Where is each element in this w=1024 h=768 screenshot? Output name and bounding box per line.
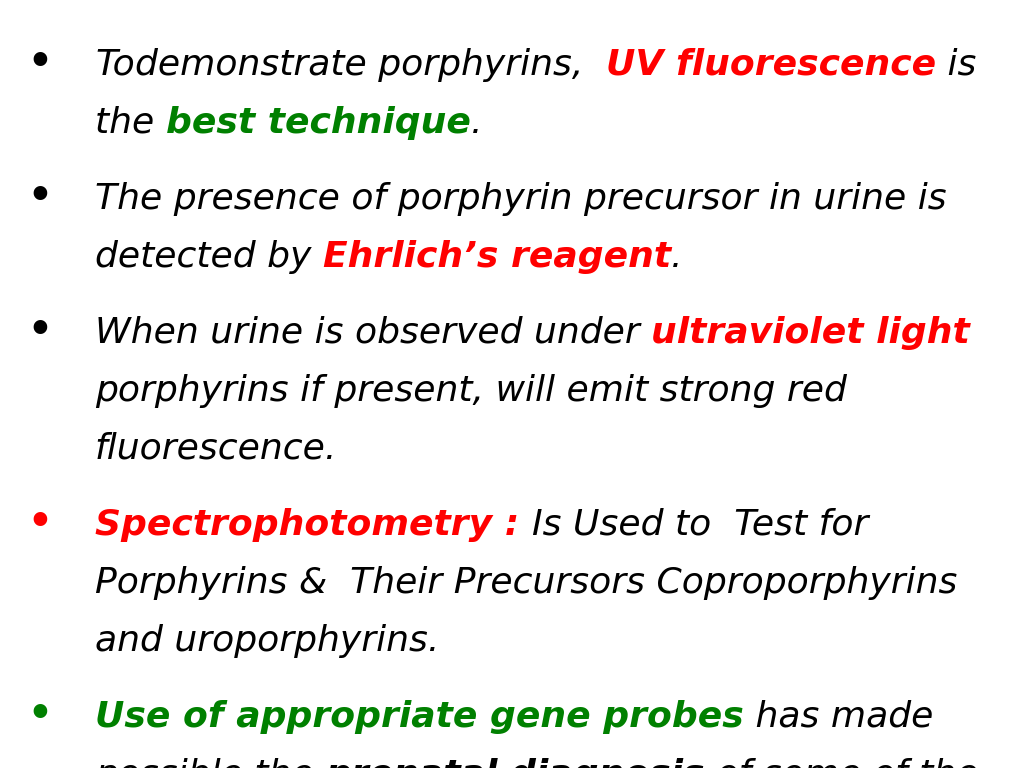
Text: Spectrophotometry :: Spectrophotometry : (95, 508, 531, 541)
Text: Is Used to  Test for: Is Used to Test for (531, 508, 868, 541)
Text: .: . (471, 106, 482, 140)
Text: •: • (28, 177, 52, 215)
Text: has made: has made (743, 700, 933, 733)
Text: porphyrins if present, will emit strong red: porphyrins if present, will emit strong … (95, 374, 847, 408)
Text: possible the: possible the (95, 758, 326, 768)
Text: detected by: detected by (95, 240, 323, 274)
Text: •: • (28, 503, 52, 541)
Text: prenatal diagnosis: prenatal diagnosis (326, 758, 705, 768)
Text: To: To (95, 48, 135, 82)
Text: the: the (95, 106, 166, 140)
Text: When urine is observed under: When urine is observed under (95, 316, 651, 349)
Text: Ehrlich’s reagent: Ehrlich’s reagent (323, 240, 671, 274)
Text: and uroporphyrins.: and uroporphyrins. (95, 624, 439, 658)
Text: Porphyrins &  Their Precursors Coproporphyrins: Porphyrins & Their Precursors Coproporph… (95, 566, 957, 600)
Text: is: is (936, 48, 977, 82)
Text: of some of the: of some of the (705, 758, 978, 768)
Text: fluorescence.: fluorescence. (95, 432, 337, 466)
Text: ultraviolet light: ultraviolet light (651, 316, 970, 349)
Text: •: • (28, 695, 52, 733)
Text: Use of appropriate gene probes: Use of appropriate gene probes (95, 700, 743, 733)
Text: •: • (28, 311, 52, 349)
Text: demonstrate porphyrins,: demonstrate porphyrins, (135, 48, 606, 82)
Text: •: • (28, 43, 52, 81)
Text: UV fluorescence: UV fluorescence (606, 48, 936, 82)
Text: best technique: best technique (166, 106, 471, 140)
Text: The presence of porphyrin precursor in urine is: The presence of porphyrin precursor in u… (95, 182, 946, 216)
Text: .: . (671, 240, 683, 274)
